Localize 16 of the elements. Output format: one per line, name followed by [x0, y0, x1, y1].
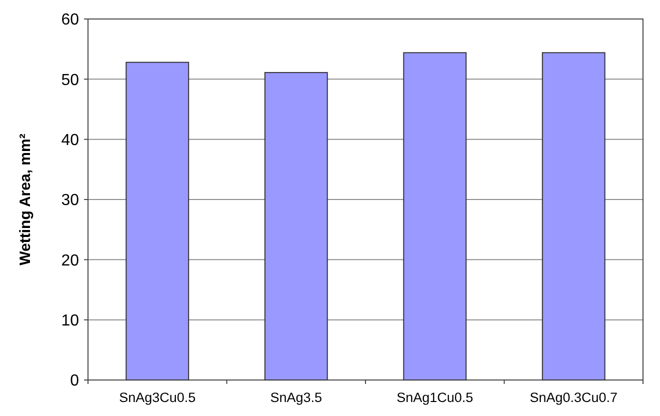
- y-axis-title: Wetting Area, mm²: [17, 134, 34, 266]
- x-tick-label: SnAg0.3Cu0.7: [530, 390, 618, 405]
- y-tick-label: 10: [61, 312, 80, 330]
- y-tick-label: 30: [61, 192, 80, 210]
- bar: [542, 52, 606, 380]
- x-tick-label: SnAg1Cu0.5: [396, 390, 474, 405]
- y-tick-label: 60: [61, 12, 80, 29]
- x-tick-label: SnAg3.5: [270, 390, 322, 405]
- y-tick-label: 0: [70, 372, 80, 390]
- y-tick-label: 50: [61, 72, 80, 89]
- bar: [264, 72, 328, 380]
- y-tick-label: 20: [61, 252, 80, 270]
- bar: [126, 62, 190, 380]
- y-tick-label: 40: [61, 132, 80, 149]
- x-tick-label: SnAg3Cu0.5: [119, 390, 196, 405]
- bar: [403, 52, 467, 380]
